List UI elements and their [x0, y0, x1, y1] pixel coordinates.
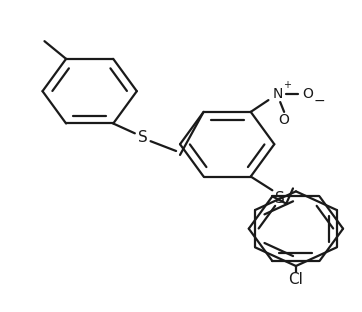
Text: O: O: [279, 113, 290, 127]
Text: −: −: [314, 94, 325, 108]
Text: S: S: [275, 191, 285, 206]
Text: S: S: [138, 130, 148, 145]
Text: +: +: [283, 80, 291, 90]
Text: Cl: Cl: [289, 272, 303, 287]
Text: N: N: [273, 87, 283, 101]
Text: O: O: [302, 87, 313, 101]
